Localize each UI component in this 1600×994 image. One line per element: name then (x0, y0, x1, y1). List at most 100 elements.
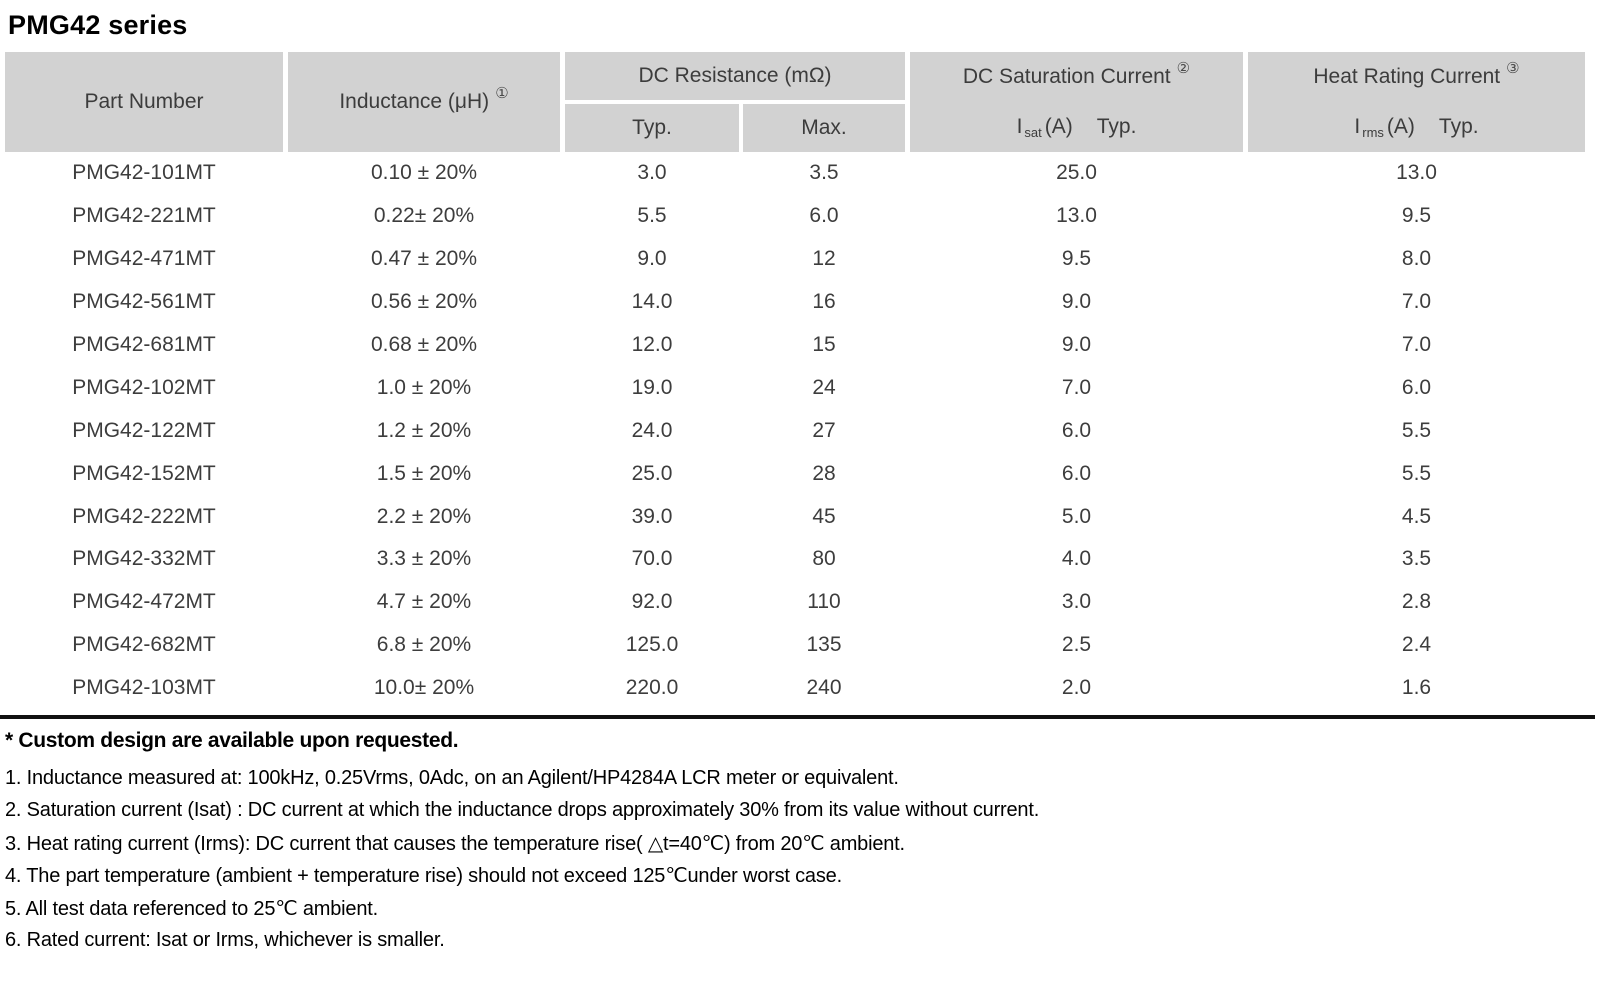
cell-isat: 5.0 (1061, 504, 1092, 528)
col-header-dcr-typ: Typ. (565, 104, 739, 152)
table-row: PMG42-102MT 1.0 ± 20% 19.0 24 7.0 6.0 (5, 366, 1585, 409)
table-row: PMG42-152MT 1.5 ± 20% 25.0 28 6.0 5.5 (5, 452, 1585, 495)
irms-symbol: I (1354, 115, 1361, 138)
isat-subheader: I sat (A) Typ. (1017, 102, 1137, 152)
footnotes-list: 1. Inductance measured at: 100kHz, 0.25V… (5, 762, 1039, 957)
isat-subscript: sat (1024, 124, 1042, 140)
cell-dcr-max: 45 (812, 504, 836, 528)
col-group-dc-resistance: DC Resistance (mΩ) Typ. Max. (565, 52, 905, 152)
cell-isat: 6.0 (1061, 418, 1092, 442)
note-ref-3: ③ (1506, 60, 1520, 77)
cell-dcr-typ: 19.0 (631, 375, 673, 399)
cell-irms: 4.5 (1401, 504, 1432, 528)
cell-part-number: PMG42-332MT (72, 547, 216, 571)
cell-dcr-typ: 3.0 (637, 161, 667, 185)
cell-part-number: PMG42-561MT (72, 290, 216, 314)
cell-part-number: PMG42-472MT (72, 590, 216, 614)
cell-isat: 13.0 (1056, 204, 1097, 228)
cell-dcr-typ: 5.5 (637, 204, 667, 228)
dc-resistance-subheaders: Typ. Max. (565, 104, 905, 152)
cell-dcr-max: 27 (812, 418, 836, 442)
cell-isat: 9.0 (1061, 290, 1092, 314)
col-header-inductance: Inductance (μH) ① (288, 52, 560, 152)
cell-irms: 9.5 (1401, 204, 1432, 228)
col-header-part-number: Part Number (5, 52, 283, 152)
cell-inductance: 1.5 ± 20% (376, 461, 472, 485)
cell-dcr-max: 3.5 (809, 161, 839, 185)
cell-inductance: 0.22± 20% (373, 204, 475, 228)
table-row: PMG42-472MT 4.7 ± 20% 92.0 110 3.0 2.8 (5, 581, 1585, 624)
cell-dcr-max: 15 (812, 333, 836, 356)
cell-part-number: PMG42-101MT (72, 161, 216, 185)
table-row: PMG42-471MT 0.47 ± 20% 9.0 12 9.5 8.0 (5, 238, 1585, 281)
table-row: PMG42-682MT 6.8 ± 20% 125.0 135 2.5 2.4 (5, 624, 1585, 667)
irms-unit: (A) (1386, 115, 1415, 138)
dc-saturation-group-label: DC Saturation Current ② (963, 52, 1190, 102)
footnote: 6. Rated current: Isat or Irms, whicheve… (5, 929, 445, 952)
table-row: PMG42-332MT 3.3 ± 20% 70.0 80 4.0 3.5 (5, 538, 1585, 581)
footnote: 2. Saturation current (Isat) : DC curren… (5, 799, 1040, 822)
cell-part-number: PMG42-682MT (72, 633, 216, 657)
cell-dcr-max: 16 (812, 290, 836, 314)
table-row: PMG42-222MT 2.2 ± 20% 39.0 45 5.0 4.5 (5, 495, 1585, 538)
note-ref-1: ① (495, 85, 509, 102)
cell-dcr-max: 12 (812, 247, 836, 271)
heat-rating-text: Heat Rating Current (1313, 65, 1501, 88)
col-header-dc-saturation: DC Saturation Current ② I sat (A) Typ. (910, 52, 1243, 152)
footnote: 1. Inductance measured at: 100kHz, 0.25V… (5, 766, 899, 789)
cell-dcr-typ: 70.0 (631, 547, 673, 571)
cell-inductance: 10.0± 20% (373, 676, 475, 700)
cell-dcr-typ: 220.0 (625, 676, 679, 700)
footnote: 3. Heat rating current (Irms): DC curren… (5, 832, 905, 855)
cell-dcr-typ: 14.0 (631, 290, 673, 314)
cell-irms: 7.0 (1401, 290, 1432, 314)
note-ref-2: ② (1176, 60, 1191, 77)
cell-inductance: 0.47 ± 20% (370, 247, 478, 271)
isat-typ-label: Typ. (1096, 115, 1137, 138)
cell-inductance: 0.56 ± 20% (370, 290, 478, 314)
table-row: PMG42-221MT 0.22± 20% 5.5 6.0 13.0 9.5 (5, 195, 1585, 238)
cell-dcr-max: 135 (806, 633, 842, 657)
cell-dcr-typ: 125.0 (625, 633, 679, 657)
cell-isat: 6.0 (1061, 461, 1092, 485)
cell-inductance: 2.2 ± 20% (376, 504, 472, 528)
cell-isat: 3.0 (1061, 590, 1092, 614)
cell-part-number: PMG42-221MT (72, 204, 216, 228)
cell-part-number: PMG42-122MT (72, 418, 216, 442)
col-header-heat-rating: Heat Rating Current ③ I rms (A) Typ. (1248, 52, 1585, 152)
cell-part-number: PMG42-681MT (72, 333, 216, 356)
cell-inductance: 3.3 ± 20% (376, 547, 472, 571)
table-row: PMG42-101MT 0.10 ± 20% 3.0 3.5 25.0 13.0 (5, 152, 1585, 195)
cell-irms: 1.6 (1401, 676, 1432, 700)
cell-irms: 13.0 (1396, 161, 1437, 185)
custom-design-note: * Custom design are available upon reque… (5, 729, 459, 752)
cell-isat: 7.0 (1061, 375, 1092, 399)
table-bottom-rule (0, 715, 1595, 719)
cell-dcr-max: 28 (812, 461, 836, 485)
part-number-label: Part Number (84, 90, 204, 113)
cell-inductance: 0.68 ± 20% (370, 333, 478, 356)
page-title: PMG42 series (8, 10, 188, 40)
cell-isat: 9.0 (1061, 333, 1092, 356)
cell-part-number: PMG42-103MT (72, 676, 216, 700)
cell-irms: 2.4 (1401, 633, 1432, 657)
heat-rating-group-label: Heat Rating Current ③ (1313, 52, 1519, 102)
isat-symbol: I (1016, 115, 1023, 138)
isat-unit: (A) (1044, 115, 1073, 138)
cell-isat: 4.0 (1061, 547, 1092, 571)
cell-part-number: PMG42-471MT (72, 247, 216, 271)
table-row: PMG42-103MT 10.0± 20% 220.0 240 2.0 1.6 (5, 667, 1585, 710)
table-body: PMG42-101MT 0.10 ± 20% 3.0 3.5 25.0 13.0 PMG42… (5, 152, 1585, 710)
table-row: PMG42-122MT 1.2 ± 20% 24.0 27 6.0 5.5 (5, 409, 1585, 452)
cell-inductance: 1.0 ± 20% (376, 375, 472, 399)
table-row: PMG42-681MT 0.68 ± 20% 12.0 15 9.0 7.0 (5, 324, 1585, 367)
dc-saturation-text: DC Saturation Current (962, 65, 1171, 88)
dc-resistance-group-label: DC Resistance (mΩ) (565, 52, 905, 100)
irms-typ-label: Typ. (1438, 115, 1479, 138)
irms-subheader: I rms (A) Typ. (1354, 102, 1478, 152)
irms-subscript: rms (1362, 124, 1384, 140)
footnote: 5. All test data referenced to 25℃ ambie… (5, 897, 378, 920)
cell-inductance: 6.8 ± 20% (376, 633, 472, 657)
footnote: 4. The part temperature (ambient + tempe… (5, 865, 842, 888)
